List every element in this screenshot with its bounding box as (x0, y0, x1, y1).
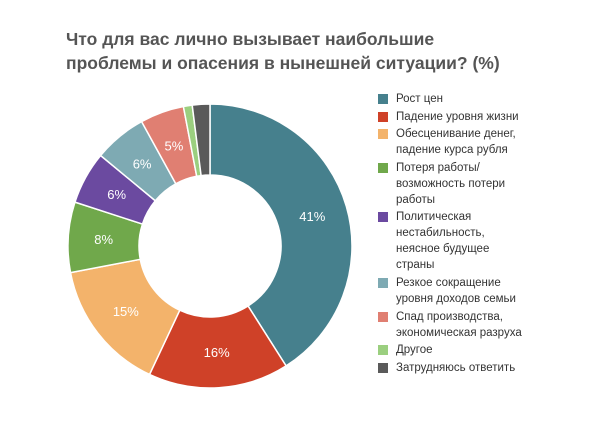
legend-swatch (378, 129, 388, 140)
donut-slice-1 (209, 103, 353, 367)
slice-data-label-1: 41% (299, 209, 325, 224)
legend-label-line: неясное будущее (396, 243, 490, 256)
chart-title-line-1: Что для вас лично вызывает наибольшие (66, 29, 435, 49)
legend-item-7: Спад производства, экономическая разруха (378, 309, 593, 341)
legend-swatch (378, 277, 388, 288)
legend-item-3: Обесценивание денег, падение курса рубля (378, 126, 593, 158)
legend-label-line: Другое (396, 344, 433, 357)
legend-label-line: возможность потери (396, 177, 506, 190)
legend-item-6: Резкое сокращение уровня доходов семьи (378, 275, 593, 307)
legend-label-line: Резкое сокращение (396, 276, 501, 289)
legend-label: Потеря работы/возможность потери работы (396, 160, 505, 208)
slice-data-label-4: 8% (94, 232, 113, 247)
legend-item-2: Падение уровня жизни (378, 109, 593, 125)
legend-label-line: Политическая (396, 211, 472, 224)
legend-swatch (378, 162, 388, 173)
legend-label: Политическая нестабильность, неясное будущ… (396, 209, 489, 273)
legend-swatch (378, 362, 388, 373)
legend-swatch (378, 345, 388, 356)
legend-label-line: Спад производства, (396, 310, 503, 323)
chart-legend: Рост цен Падение уровня жизни Обесценивани… (378, 91, 593, 377)
legend-label-line: Обесценивание денег, (396, 128, 516, 141)
legend-label-line: уровня доходов семьи (396, 292, 516, 305)
slice-data-label-3: 15% (113, 304, 139, 319)
legend-swatch (378, 111, 388, 122)
chart-title: Что для вас лично вызывает наибольшие пр… (66, 27, 526, 75)
legend-label-line: Потеря работы/ (396, 161, 480, 174)
chart-title-line-2: проблемы и опасения в нынешней ситуации?… (66, 53, 500, 73)
legend-swatch (378, 311, 388, 322)
legend-item-1: Рост цен (378, 91, 593, 107)
legend-label-line: Рост цен (396, 93, 443, 105)
slice-data-label-6: 6% (133, 156, 152, 171)
legend-label-line: Падение уровня жизни (396, 110, 519, 123)
legend-item-5: Политическая нестабильность, неясное будущ… (378, 209, 593, 273)
legend-label: Резкое сокращение уровня доходов семьи (396, 275, 516, 307)
slice-data-label-7: 5% (165, 138, 184, 153)
legend-label-line: страны (396, 259, 435, 272)
legend-label: Рост цен (396, 91, 443, 107)
legend-label-line: нестабильность, (396, 227, 485, 240)
donut-slice-9 (191, 103, 211, 177)
legend-item-9: Затрудняюсь ответить (378, 360, 593, 376)
legend-label: Падение уровня жизни (396, 109, 519, 125)
legend-swatch (378, 94, 388, 104)
legend-label-line: экономическая разруха (396, 326, 522, 339)
legend-label: Спад производства, экономическая разруха (396, 309, 522, 341)
legend-label-line: работы (396, 193, 436, 206)
legend-item-4: Потеря работы/возможность потери работы (378, 160, 593, 208)
slice-data-label-5: 6% (107, 187, 126, 202)
legend-label: Затрудняюсь ответить (396, 360, 515, 376)
legend-swatch (378, 212, 388, 223)
legend-label-line: падение курса рубля (396, 144, 508, 157)
legend-label: Обесценивание денег, падение курса рубля (396, 126, 516, 158)
slice-data-label-2: 16% (204, 345, 230, 360)
legend-label-line: Затрудняюсь ответить (396, 361, 516, 374)
legend-label: Другое (396, 342, 433, 358)
legend-item-8: Другое (378, 342, 593, 358)
